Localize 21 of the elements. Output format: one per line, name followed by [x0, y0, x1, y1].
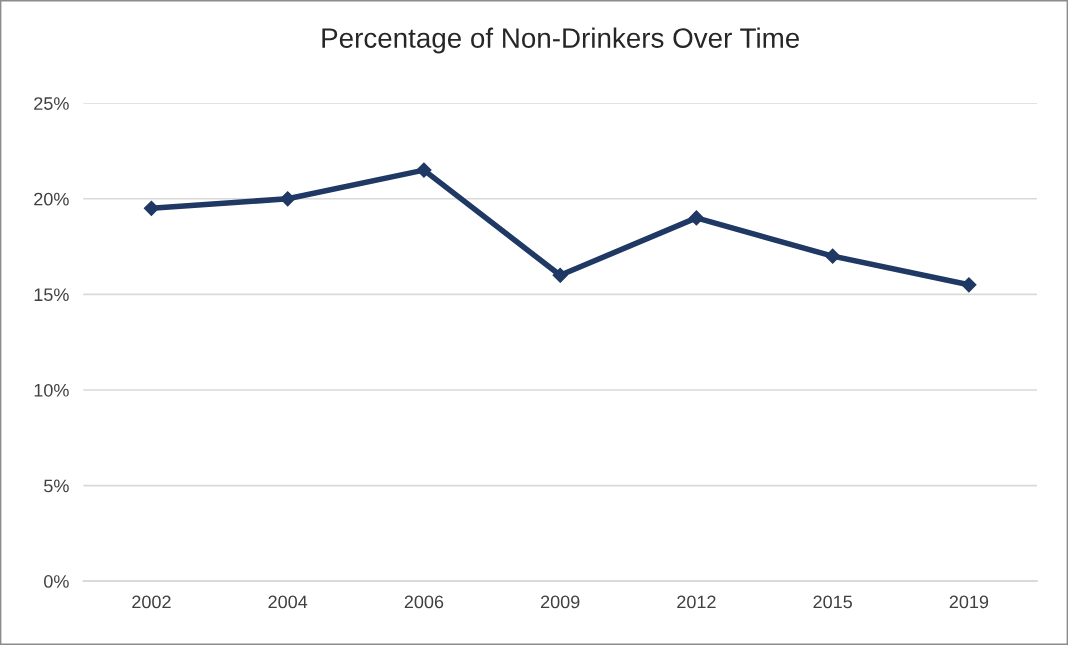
point [416, 162, 432, 178]
y-tick-label: 15% [34, 288, 69, 302]
y-tick-label: 0% [44, 575, 69, 588]
x-tick-label: 2004 [268, 595, 308, 609]
chart-title: Percentage of Non-Drinkers Over Time [322, 27, 800, 54]
point [961, 277, 977, 293]
x-tick-label: 2015 [813, 595, 852, 609]
y-tick-label: 20% [34, 192, 69, 206]
x-tick-label: 2009 [540, 595, 580, 609]
point [280, 191, 296, 207]
x-tick-label: 2002 [132, 595, 171, 609]
x-tick-label: 2006 [404, 595, 444, 609]
x-tick-label: 2012 [677, 595, 716, 609]
y-tick-label: 10% [34, 383, 69, 397]
point [688, 210, 704, 226]
y-tick-label: 25% [34, 97, 69, 110]
point [825, 248, 841, 264]
y-tick-label: 5% [44, 479, 69, 493]
point [552, 267, 568, 283]
x-tick-label: 2019 [949, 595, 989, 609]
point [143, 200, 159, 216]
